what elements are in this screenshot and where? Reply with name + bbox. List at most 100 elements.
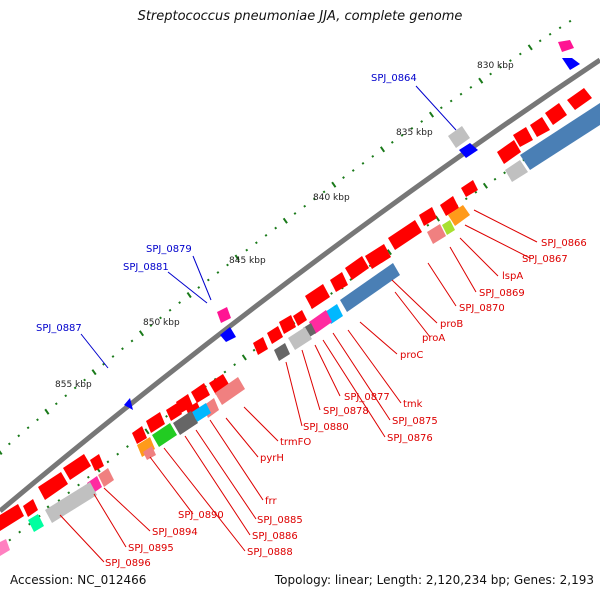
gene-feature bbox=[345, 256, 369, 280]
tick-mark bbox=[489, 72, 493, 76]
gene-feature bbox=[124, 398, 133, 410]
tick-mark bbox=[165, 414, 168, 418]
gene-feature bbox=[448, 205, 470, 226]
gene-label: SPJ_0879 bbox=[146, 244, 192, 255]
gene-feature bbox=[545, 103, 567, 125]
tick-mark bbox=[91, 369, 97, 376]
tick-mark bbox=[54, 402, 58, 406]
gene-label: SPJ_0895 bbox=[128, 543, 174, 554]
tick-mark bbox=[67, 491, 71, 495]
gene-feature bbox=[45, 482, 97, 523]
tick-mark bbox=[216, 271, 220, 274]
gene-label: SPJ_0885 bbox=[257, 515, 303, 526]
tick-mark bbox=[234, 254, 240, 261]
gene-feature bbox=[279, 315, 296, 334]
tick-mark bbox=[206, 278, 210, 282]
gene-label: proB bbox=[440, 319, 463, 330]
position-ruler: 830 kbp 835 kbp 840 kbp 845 kbp 850 kbp … bbox=[55, 61, 514, 390]
tick-mark bbox=[482, 182, 488, 189]
gene-label: SPJ_0870 bbox=[459, 303, 505, 314]
tick-mark bbox=[493, 177, 497, 181]
tick-mark bbox=[478, 77, 484, 84]
gene-feature bbox=[440, 196, 459, 216]
tick-mark bbox=[86, 475, 90, 479]
label-leader-lines bbox=[59, 85, 538, 563]
gene-label: proA bbox=[422, 333, 445, 344]
tick-mark bbox=[459, 92, 463, 96]
blue-gene-labels: SPJ_0864 SPJ_0879 SPJ_0881 SPJ_0887 bbox=[36, 73, 417, 334]
ruler-label-835: 835 kbp bbox=[396, 128, 433, 138]
tick-mark bbox=[518, 52, 522, 56]
gene-feature bbox=[530, 117, 550, 137]
tick-mark bbox=[503, 171, 506, 175]
tick-mark bbox=[351, 169, 355, 172]
tick-mark bbox=[138, 330, 145, 337]
tick-mark bbox=[371, 154, 375, 158]
gene-feature bbox=[461, 180, 478, 197]
gene-label: SPJ_0880 bbox=[303, 422, 349, 433]
tick-mark bbox=[116, 452, 120, 456]
tick-mark bbox=[144, 428, 150, 435]
gene-label: proC bbox=[400, 350, 423, 361]
gene-label: SPJ_0896 bbox=[105, 558, 151, 569]
tick-mark bbox=[274, 226, 278, 230]
gene-feature bbox=[459, 143, 478, 158]
gene-feature bbox=[513, 127, 533, 147]
forward-strand-genes bbox=[124, 40, 580, 410]
gene-feature bbox=[388, 220, 422, 250]
gene-label: SPJ_0878 bbox=[323, 406, 369, 417]
gene-feature bbox=[562, 58, 580, 70]
gene-feature bbox=[309, 310, 332, 334]
gene-feature bbox=[152, 423, 177, 447]
tick-mark bbox=[379, 146, 386, 153]
gene-feature bbox=[442, 220, 455, 235]
gene-feature bbox=[288, 327, 312, 350]
gene-label: SPJ_0886 bbox=[252, 531, 298, 542]
gene-feature bbox=[63, 454, 91, 480]
gene-feature bbox=[98, 468, 114, 487]
tick-mark bbox=[303, 204, 307, 208]
ruler-label-845: 845 kbp bbox=[229, 256, 266, 266]
tick-mark bbox=[330, 292, 333, 295]
tick-mark bbox=[64, 394, 68, 398]
tick-mark bbox=[245, 248, 249, 252]
gene-feature bbox=[192, 403, 211, 422]
gene-feature bbox=[0, 504, 24, 531]
tick-mark bbox=[426, 223, 430, 227]
gene-label: pyrH bbox=[260, 453, 284, 464]
gene-feature bbox=[137, 437, 155, 457]
gene-feature bbox=[274, 343, 290, 361]
tick-mark bbox=[223, 370, 227, 374]
gene-feature bbox=[330, 272, 348, 292]
tick-mark bbox=[73, 386, 77, 390]
red-gene-labels: SPJ_0866 SPJ_0867 lspA SPJ_0869 SPJ_0870… bbox=[105, 238, 587, 569]
gene-feature bbox=[209, 374, 230, 395]
tick-mark bbox=[8, 538, 12, 542]
tick-mark bbox=[17, 434, 21, 438]
tick-mark bbox=[509, 59, 512, 63]
tick-mark bbox=[428, 111, 435, 118]
tick-mark bbox=[241, 354, 247, 361]
tick-mark bbox=[178, 301, 182, 305]
tick-mark bbox=[538, 39, 542, 43]
gene-feature bbox=[365, 244, 391, 269]
tick-mark bbox=[0, 448, 3, 456]
tick-mark bbox=[149, 324, 153, 327]
gene-label: trmFO bbox=[280, 437, 311, 448]
tick-mark bbox=[254, 241, 258, 245]
tick-mark bbox=[449, 99, 453, 103]
tick-mark bbox=[106, 460, 110, 464]
gene-feature bbox=[220, 327, 236, 342]
gene-feature bbox=[0, 539, 10, 556]
gene-feature bbox=[23, 499, 38, 517]
gene-label: SPJ_0881 bbox=[123, 262, 169, 273]
gene-label: SPJ_0877 bbox=[344, 392, 390, 403]
gene-label: SPJ_0875 bbox=[392, 416, 438, 427]
gene-feature bbox=[558, 40, 574, 52]
tick-mark bbox=[18, 530, 22, 534]
gene-feature bbox=[520, 103, 600, 170]
tick-mark bbox=[439, 106, 443, 110]
reverse-strand-genes bbox=[0, 88, 600, 556]
tick-mark bbox=[126, 445, 129, 448]
